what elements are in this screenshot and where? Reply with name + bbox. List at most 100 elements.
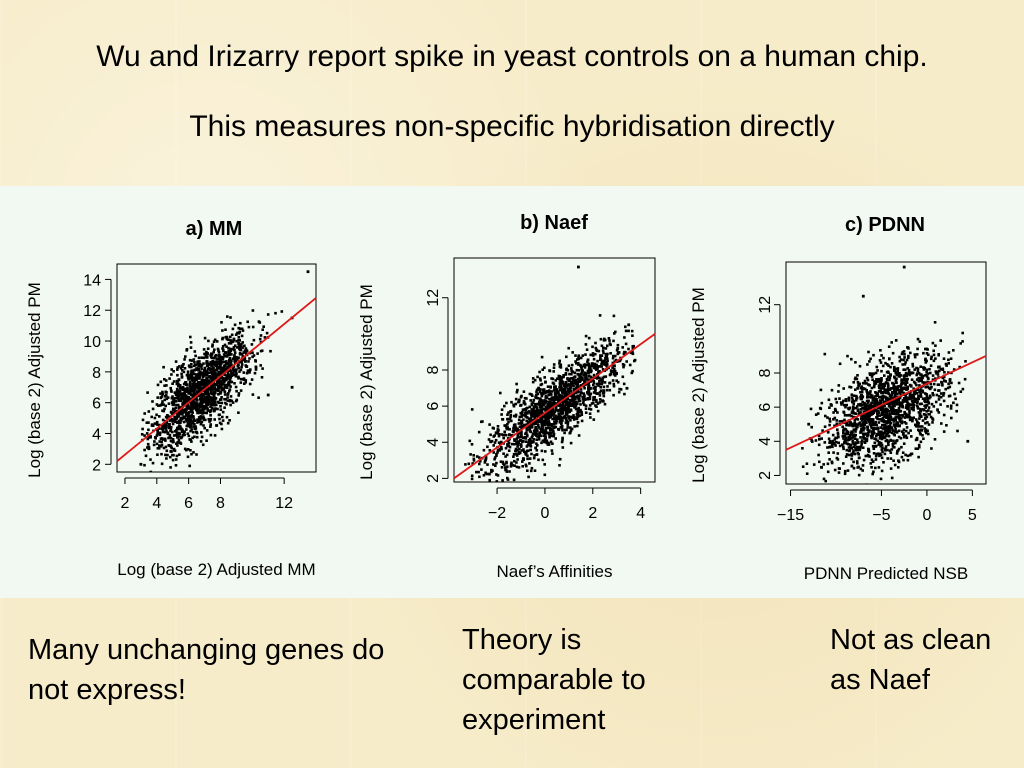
data-point — [627, 329, 630, 333]
data-point — [874, 420, 877, 424]
data-point — [147, 447, 151, 450]
data-point — [526, 454, 529, 458]
data-point — [543, 376, 546, 379]
data-point — [861, 417, 865, 421]
data-point — [540, 429, 543, 433]
data-point — [177, 412, 180, 416]
data-point — [866, 435, 869, 438]
data-point — [167, 426, 170, 429]
data-point — [560, 385, 563, 388]
data-point — [868, 414, 871, 418]
data-point — [209, 355, 213, 359]
data-point — [197, 364, 200, 368]
data-point — [933, 321, 937, 324]
data-point — [850, 357, 853, 361]
data-point — [165, 397, 169, 401]
data-point — [566, 423, 570, 426]
data-point — [238, 353, 242, 356]
data-point — [237, 335, 241, 339]
data-point — [877, 390, 881, 393]
data-point — [883, 424, 887, 427]
data-point — [565, 393, 568, 396]
data-point — [618, 359, 622, 363]
data-point — [470, 474, 474, 478]
data-point — [889, 406, 892, 409]
data-point — [912, 396, 915, 400]
data-point — [189, 346, 193, 349]
data-point — [624, 342, 628, 346]
data-point — [222, 370, 225, 374]
data-point — [897, 459, 900, 462]
data-point — [904, 412, 908, 416]
data-point — [893, 417, 897, 421]
data-point — [506, 417, 510, 421]
data-point — [812, 463, 816, 466]
data-point — [480, 495, 483, 498]
data-point — [871, 460, 875, 463]
data-point — [261, 328, 264, 331]
data-point — [498, 447, 502, 451]
data-point — [177, 405, 181, 409]
data-point — [944, 362, 948, 366]
data-point — [200, 356, 203, 359]
data-point — [579, 388, 583, 391]
data-point — [567, 415, 570, 418]
data-point — [551, 430, 555, 433]
data-point — [236, 358, 239, 361]
data-point — [187, 407, 190, 410]
data-point — [616, 352, 620, 356]
data-point — [927, 353, 930, 357]
data-point — [198, 383, 201, 386]
data-point — [211, 362, 215, 365]
data-point — [169, 429, 172, 433]
data-point — [866, 378, 870, 382]
data-point — [919, 393, 923, 397]
data-point — [194, 354, 197, 358]
data-point — [522, 401, 526, 405]
data-point — [230, 333, 234, 337]
data-point — [184, 383, 188, 386]
data-point — [624, 329, 628, 333]
data-point — [191, 395, 195, 398]
data-point — [872, 470, 875, 474]
data-point — [899, 374, 903, 377]
data-point — [555, 421, 558, 424]
data-point — [842, 435, 845, 438]
data-point — [916, 337, 920, 341]
data-point — [239, 321, 242, 325]
data-point — [919, 407, 922, 411]
data-point — [515, 437, 519, 440]
data-point — [900, 420, 904, 423]
data-point — [516, 458, 519, 461]
data-point — [545, 406, 549, 410]
data-point — [518, 399, 521, 402]
data-point — [853, 437, 857, 440]
data-point — [828, 441, 831, 444]
data-point — [868, 395, 872, 398]
data-point — [586, 397, 590, 400]
data-point — [909, 351, 912, 355]
data-point — [891, 387, 894, 390]
data-point — [553, 422, 556, 426]
data-point — [257, 396, 260, 399]
data-point — [206, 347, 210, 350]
data-point — [947, 358, 950, 362]
data-point — [898, 401, 902, 404]
data-point — [595, 398, 598, 402]
data-point — [895, 381, 898, 385]
data-point — [494, 464, 497, 467]
data-point — [228, 360, 231, 364]
data-point — [836, 433, 840, 436]
data-point — [894, 392, 897, 395]
data-point — [845, 421, 849, 425]
data-point — [901, 415, 905, 418]
data-point — [558, 402, 562, 406]
data-point — [830, 443, 834, 446]
data-point — [514, 397, 518, 401]
data-point — [225, 355, 229, 358]
data-point — [159, 380, 163, 384]
data-point — [195, 404, 198, 408]
data-point — [864, 404, 867, 407]
data-point — [859, 397, 863, 401]
data-point — [175, 403, 178, 407]
